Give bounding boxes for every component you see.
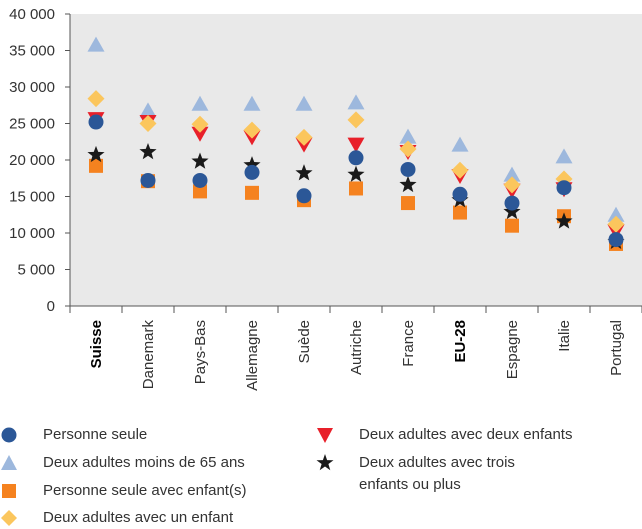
point-personne-seule-avec-enfant-s [245, 185, 259, 200]
legend-label: Deux adultes avec deux enfants [359, 426, 573, 443]
y-tick-label: 15 000 [9, 189, 55, 206]
point-deux-adultes-moins-de-65-ans [139, 102, 157, 118]
x-tick-label: Suisse [88, 320, 105, 368]
point-deux-adultes-moins-de-65-ans [87, 36, 105, 52]
y-tick-label: 5 000 [17, 262, 55, 279]
x-axis: Suisse Danemark Pays-Bas Allemagne Suède Autr… [69, 305, 642, 391]
legend-label: Deux adultes avec un enfant [43, 509, 234, 526]
x-tick-label: France [400, 320, 417, 367]
y-tick-label: 40 000 [9, 6, 55, 23]
x-tick-label: Autriche [348, 320, 365, 375]
point-personne-seule [452, 186, 468, 202]
point-deux-adultes-avec-trois-enfants-ou-plus [191, 152, 209, 169]
point-deux-adultes-avec-trois-enfants-ou-plus [503, 202, 521, 220]
point-deux-adultes-avec-deux-enfants [347, 137, 365, 153]
point-personne-seule [88, 114, 104, 130]
legend-label: Personne seule avec enfant(s) [43, 482, 247, 499]
point-deux-adultes-avec-trois-enfants-ou-plus [243, 156, 261, 173]
data-points [87, 36, 625, 251]
triangle-down-marker-icon [317, 428, 333, 443]
point-deux-adultes-avec-un-enfant [295, 128, 313, 146]
point-deux-adultes-moins-de-65-ans [295, 95, 313, 111]
point-personne-seule-avec-enfant-s [453, 205, 467, 220]
y-tick-label: 0 [47, 298, 55, 315]
point-personne-seule-avec-enfant-s [349, 181, 363, 196]
point-personne-seule [348, 150, 364, 166]
legend-label: Deux adultes moins de 65 ans [43, 454, 245, 471]
point-deux-adultes-avec-trois-enfants-ou-plus [295, 164, 313, 181]
diamond-marker-icon [1, 510, 17, 526]
point-deux-adultes-avec-un-enfant [191, 115, 209, 133]
point-deux-adultes-avec-trois-enfants-ou-plus [347, 165, 365, 182]
point-deux-adultes-avec-un-enfant [243, 121, 261, 139]
point-personne-seule [504, 195, 520, 211]
y-tick-label: 30 000 [9, 79, 55, 96]
point-deux-adultes-avec-un-enfant [399, 140, 417, 158]
triangle-up-marker-icon [1, 455, 17, 470]
point-deux-adultes-moins-de-65-ans [503, 166, 521, 182]
point-personne-seule [192, 172, 208, 188]
star-marker-icon [316, 454, 334, 471]
point-personne-seule-avec-enfant-s [401, 196, 415, 211]
y-tick-label: 20 000 [9, 152, 55, 169]
point-deux-adultes-moins-de-65-ans [555, 148, 573, 164]
point-personne-seule-avec-enfant-s [193, 184, 207, 199]
point-deux-adultes-avec-un-enfant [139, 115, 157, 132]
point-deux-adultes-moins-de-65-ans [191, 95, 209, 111]
point-deux-adultes-moins-de-65-ans [347, 94, 365, 110]
point-personne-seule [608, 232, 624, 248]
x-tick-label: Portugal [608, 320, 625, 376]
x-tick-label: Espagne [504, 320, 521, 379]
point-deux-adultes-avec-deux-enfants [191, 126, 209, 142]
y-axis: 0 5 000 10 000 15 000 20 000 25 000 30 000 35 0… [9, 6, 71, 315]
point-deux-adultes-avec-un-enfant [607, 215, 625, 233]
x-tick-label: Italie [556, 320, 573, 352]
x-tick-label: Suède [296, 320, 313, 363]
y-tick-label: 25 000 [9, 116, 55, 133]
x-tick-label: Allemagne [244, 320, 261, 391]
point-deux-adultes-avec-trois-enfants-ou-plus [555, 212, 573, 229]
point-deux-adultes-avec-un-enfant [87, 90, 105, 108]
point-personne-seule-avec-enfant-s [505, 218, 519, 233]
x-tick-label: Pays-Bas [192, 320, 209, 384]
point-deux-adultes-avec-un-enfant [503, 176, 521, 194]
point-deux-adultes-moins-de-65-ans [399, 128, 417, 144]
chart-area: 0 5 000 10 000 15 000 20 000 25 000 30 000 35 0… [9, 6, 642, 391]
square-marker-icon [2, 484, 16, 498]
point-personne-seule [296, 188, 312, 204]
point-deux-adultes-moins-de-65-ans [451, 136, 469, 152]
point-personne-seule-avec-enfant-s [89, 158, 103, 173]
y-tick-label: 35 000 [9, 43, 55, 60]
point-deux-adultes-avec-un-enfant [451, 161, 469, 179]
point-personne-seule [244, 164, 260, 180]
x-tick-label: Danemark [140, 320, 157, 390]
circle-marker-icon [1, 427, 17, 443]
point-deux-adultes-avec-un-enfant [347, 111, 365, 129]
point-personne-seule [400, 161, 416, 177]
point-deux-adultes-moins-de-65-ans [607, 206, 625, 222]
point-deux-adultes-avec-trois-enfants-ou-plus [399, 175, 417, 193]
point-personne-seule [556, 180, 572, 196]
point-deux-adultes-avec-trois-enfants-ou-plus [87, 145, 105, 163]
point-deux-adultes-avec-trois-enfants-ou-plus [139, 142, 157, 160]
y-tick-label: 10 000 [9, 225, 55, 242]
point-personne-seule [140, 172, 156, 188]
legend-label: Deux adultes avec trois enfants ou plus [359, 454, 515, 493]
x-tick-label: EU-28 [452, 320, 469, 363]
point-deux-adultes-moins-de-65-ans [243, 95, 261, 111]
legend-label: Personne seule [43, 426, 148, 443]
